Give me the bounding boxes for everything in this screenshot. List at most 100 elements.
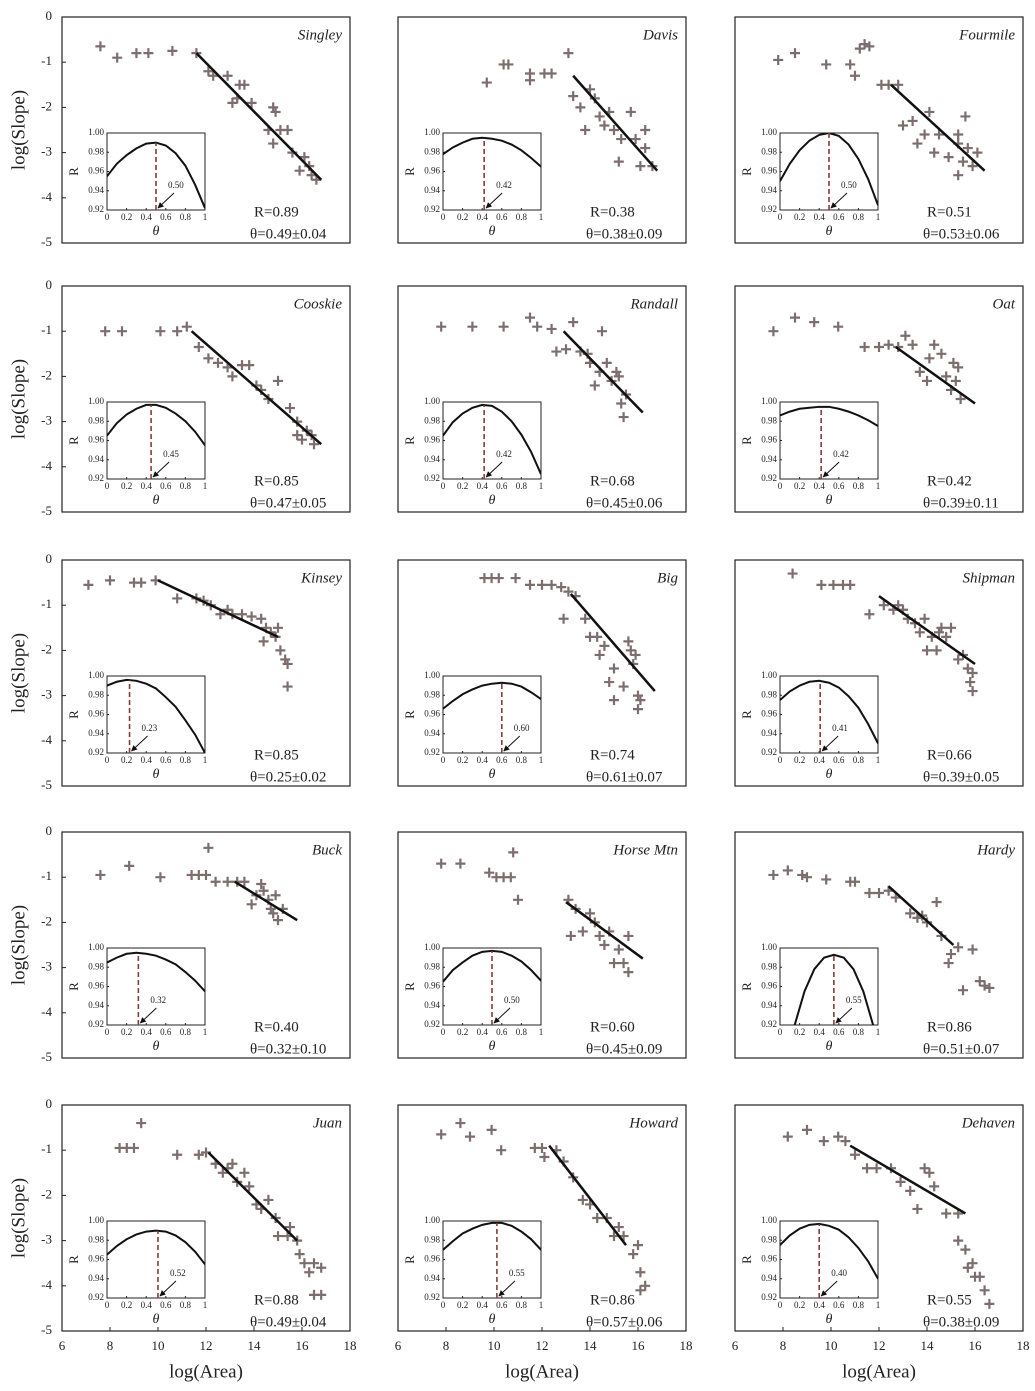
- point: [854, 43, 865, 54]
- y-tick-label: 0: [46, 551, 53, 566]
- panel: Singley 0 -1 -2 -3 -4 -5 log(Slope) R=0.89 θ=0.49…: [8, 8, 351, 249]
- inset-x-tick-label: 1: [203, 1300, 208, 1310]
- point: [481, 77, 492, 88]
- fit-line: [207, 1151, 299, 1242]
- point: [556, 582, 567, 593]
- inset-x-label: θ: [153, 493, 160, 508]
- point: [268, 138, 279, 149]
- point: [299, 152, 310, 163]
- fit-line: [234, 880, 298, 922]
- point: [285, 403, 295, 414]
- optimum-label: 0.41: [832, 723, 848, 733]
- point: [239, 79, 250, 90]
- point: [618, 681, 629, 692]
- point: [931, 897, 942, 908]
- y-tick-label: -2: [41, 913, 52, 928]
- optimum-arrow: [159, 1280, 177, 1297]
- point: [962, 1262, 973, 1273]
- inset-x-tick-label: 1: [203, 755, 208, 765]
- inset-x-tick-label: 1: [539, 1027, 544, 1037]
- point: [263, 1194, 274, 1205]
- y-tick-label: 0: [46, 277, 53, 292]
- point: [898, 120, 908, 131]
- point: [953, 1235, 964, 1246]
- point: [532, 321, 543, 332]
- point: [948, 357, 959, 368]
- inset-x-tick-label: 0: [105, 212, 110, 222]
- inset-x-tick-label: 0.4: [141, 481, 153, 491]
- inset-y-tick-label: 0.92: [88, 1019, 104, 1029]
- x-tick-label: 14: [584, 1338, 598, 1353]
- point: [316, 1262, 327, 1273]
- point: [630, 649, 641, 660]
- point: [958, 156, 968, 167]
- point: [962, 143, 973, 154]
- annotation: θ=0.39±0.05: [923, 769, 999, 785]
- inset-y-label: R: [402, 436, 417, 445]
- optimum-label: 0.50: [504, 995, 520, 1005]
- y-tick-label: -5: [41, 234, 52, 249]
- point: [167, 45, 178, 56]
- point: [893, 342, 904, 353]
- point: [244, 360, 255, 371]
- inset-x-tick-label: 0.2: [121, 1027, 132, 1037]
- point: [871, 1163, 882, 1174]
- point: [953, 362, 964, 373]
- inset-x-tick-label: 0: [441, 481, 446, 491]
- y-tick-label: -4: [41, 189, 52, 204]
- point: [984, 1298, 995, 1309]
- inset-x-tick-label: 0.2: [794, 212, 805, 222]
- annotation: R=0.74: [590, 747, 635, 763]
- annotation: θ=0.49±0.04: [250, 1314, 327, 1330]
- y-tick-label: 0: [46, 1096, 53, 1111]
- point: [539, 1151, 550, 1162]
- inset-y-tick-label: 0.98: [761, 961, 777, 971]
- annotation: θ=0.61±0.07: [586, 769, 663, 785]
- inset-x-tick-label: 0.4: [477, 212, 489, 222]
- annotation: R=0.66: [927, 747, 972, 763]
- point: [546, 68, 557, 79]
- point: [609, 663, 619, 674]
- plot-frame: [61, 1104, 351, 1332]
- point: [912, 1203, 923, 1214]
- plot-frame: [61, 285, 351, 513]
- panel: Cooskie 0 -1 -2 -3 -4 -5 log(Slope) R=0.85 θ=0.47…: [8, 277, 351, 518]
- inset-curve: [107, 951, 205, 992]
- x-tick-label: 10: [488, 1338, 501, 1353]
- point: [270, 106, 281, 117]
- x-tick-label: 6: [59, 1338, 66, 1353]
- point: [575, 102, 586, 113]
- optimum-arrow: [820, 1280, 838, 1297]
- inset-x-tick-label: 0.6: [160, 755, 172, 765]
- point: [568, 91, 579, 102]
- point: [618, 958, 629, 969]
- y-tick-label: 0: [46, 8, 53, 23]
- inset-frame: [779, 401, 879, 480]
- point: [136, 577, 147, 588]
- point: [640, 143, 651, 154]
- inset-y-tick-label: 0.94: [761, 1273, 777, 1283]
- optimum-arrow: [822, 461, 840, 478]
- point: [436, 1129, 447, 1140]
- inset-x-tick-label: 0.8: [180, 1300, 192, 1310]
- optimum-arrow: [498, 1280, 516, 1297]
- x-tick-label: 18: [1017, 1338, 1030, 1353]
- inset-y-tick-label: 0.98: [88, 1234, 104, 1244]
- plot-frame: [734, 16, 1024, 244]
- y-tick-label: -3: [41, 413, 52, 428]
- fit-line: [548, 1144, 627, 1246]
- point: [862, 1163, 872, 1174]
- annotation: R=0.86: [927, 1019, 972, 1035]
- inset-x-tick-label: 0.8: [180, 481, 192, 491]
- point: [907, 339, 918, 350]
- inset-y-label: R: [66, 436, 81, 445]
- point: [979, 1285, 990, 1296]
- inset-y-tick-label: 0.96: [424, 435, 440, 445]
- point: [802, 1124, 812, 1135]
- point: [601, 357, 612, 368]
- inset-x-tick-label: 0.4: [814, 1027, 826, 1037]
- annotation: θ=0.39±0.11: [923, 495, 999, 511]
- inset-curve: [780, 405, 878, 427]
- point: [874, 342, 884, 353]
